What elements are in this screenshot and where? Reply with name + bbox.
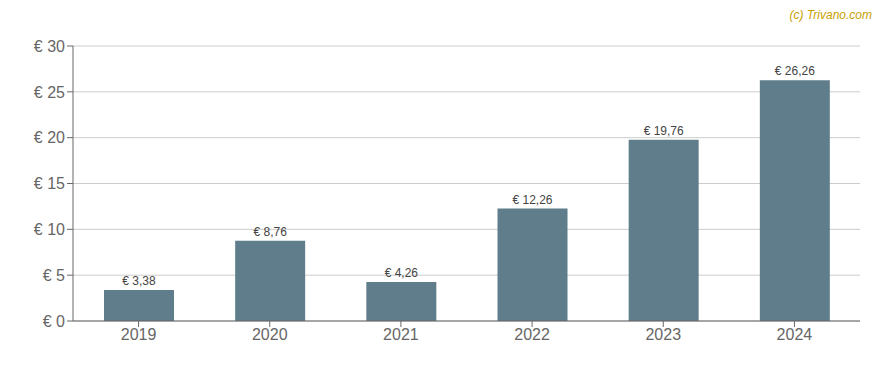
- svg-text:€ 15: € 15: [34, 175, 65, 192]
- svg-text:2019: 2019: [121, 326, 157, 343]
- svg-text:2021: 2021: [383, 326, 419, 343]
- svg-text:€ 19,76: € 19,76: [644, 124, 684, 138]
- svg-text:€ 20: € 20: [34, 129, 65, 146]
- svg-text:2024: 2024: [777, 326, 813, 343]
- html-text:(c) Trivano.com: (c) Trivano.com: [789, 8, 872, 22]
- svg-text:€ 5: € 5: [43, 267, 65, 284]
- svg-text:€ 4,26: € 4,26: [385, 266, 419, 280]
- svg-text:€ 30: € 30: [34, 38, 65, 55]
- svg-text:€ 25: € 25: [34, 84, 65, 101]
- svg-text:€ 10: € 10: [34, 221, 65, 238]
- svg-text:2023: 2023: [645, 326, 681, 343]
- svg-text:€ 3,38: € 3,38: [122, 274, 156, 288]
- svg-text:2020: 2020: [252, 326, 288, 343]
- svg-text:2022: 2022: [514, 326, 550, 343]
- svg-text:€ 12,26: € 12,26: [512, 193, 552, 207]
- svg-text:€ 26,26: € 26,26: [775, 64, 815, 78]
- svg-text:€ 0: € 0: [43, 313, 65, 330]
- svg-text:€ 8,76: € 8,76: [253, 225, 287, 239]
